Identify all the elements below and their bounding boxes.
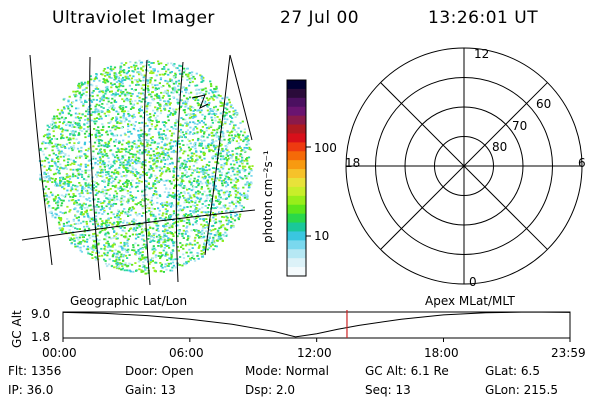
colorbar-swatch-8 (287, 151, 306, 161)
uv-emission-pixels (38, 59, 254, 275)
info-dsp: Dsp: 2.0 (245, 383, 296, 397)
mlt-label-0: 0 (469, 275, 477, 289)
info-seq: Seq: 13 (365, 383, 411, 397)
colorbar-swatch-18 (287, 240, 306, 250)
colorbar-swatch-10 (287, 169, 306, 179)
timeline-ytick-top: 9.0 (31, 307, 51, 321)
timeline-left-title: Geographic Lat/Lon (70, 294, 188, 308)
colorbar-swatch-12 (287, 186, 306, 197)
timeline-xtick-0: 00:00 (42, 346, 77, 360)
mlt-diagonal-2 (380, 82, 548, 250)
info-ip: IP: 36.0 (8, 383, 54, 397)
mlat-label-70: 70 (512, 119, 528, 133)
colorbar-swatch-17 (287, 231, 306, 241)
instrument-title: Ultraviolet Imager (52, 8, 215, 28)
mlat-label-80: 80 (492, 140, 508, 154)
colorbar-tick-100: 100 (314, 141, 337, 155)
image-time: 13:26:01 UT (428, 8, 539, 28)
info-glat: GLat: 6.5 (485, 364, 541, 378)
mlt-label-18: 18 (345, 156, 361, 170)
grid-line-3 (175, 61, 184, 283)
colorbar-tick-10: 10 (314, 229, 330, 243)
colorbar-swatch-20 (287, 258, 306, 268)
info-door: Door: Open (125, 364, 194, 378)
info-gain: Gain: 13 (125, 383, 176, 397)
timeline-ytick-bottom: 1.8 (31, 330, 51, 344)
mlat-label-60: 60 (536, 97, 552, 111)
colorbar-swatch-1 (287, 88, 306, 99)
colorbar-swatch-14 (287, 204, 306, 215)
colorbar-swatch-4 (287, 115, 306, 126)
timeline-xtick-4: 23:59 (551, 346, 586, 360)
mlt-label-6: 6 (578, 156, 586, 170)
timeline-xtick-3: 18:00 (424, 346, 459, 360)
mlt-label-12: 12 (474, 47, 490, 61)
colorbar-swatch-5 (287, 124, 306, 134)
colorbar-swatch-3 (287, 106, 306, 117)
colorbar-swatch-7 (287, 142, 306, 152)
terminator-mark (191, 94, 209, 110)
colorbar-swatch-2 (287, 97, 306, 108)
info-mode: Mode: Normal (245, 364, 329, 378)
colorbar-swatch-0 (287, 80, 306, 90)
grid-line-6 (21, 209, 256, 241)
colorbar-swatch-19 (287, 249, 306, 259)
grid-line-1 (89, 56, 101, 281)
timeline-right-title: Apex MLat/MLT (425, 294, 515, 308)
colorbar-swatch-11 (287, 178, 306, 188)
info-flt: Flt: 1356 (8, 364, 62, 378)
colorbar-swatch-21 (287, 267, 306, 277)
colorbar-swatch-13 (287, 195, 306, 206)
altitude-line (62, 311, 571, 338)
grid-line-4 (204, 54, 231, 256)
image-date: 27 Jul 00 (280, 8, 360, 28)
colorbar-frame (286, 79, 307, 277)
colorbar-swatch-6 (287, 133, 306, 143)
info-glon: GLon: 215.5 (485, 383, 558, 397)
grid-line-5 (229, 54, 253, 141)
timeline-xtick-2: 12:00 (297, 346, 332, 360)
colorbar-swatch-15 (287, 213, 306, 224)
grid-line-0 (29, 54, 53, 266)
info-gc-alt: GC Alt: 6.1 Re (365, 364, 449, 378)
geographic-grid (21, 54, 256, 286)
colorbar-swatch-9 (287, 160, 306, 170)
colorbar-swatch-16 (287, 222, 306, 232)
timeline-xtick-1: 06:00 (169, 346, 204, 360)
grid-line-2 (143, 59, 151, 286)
